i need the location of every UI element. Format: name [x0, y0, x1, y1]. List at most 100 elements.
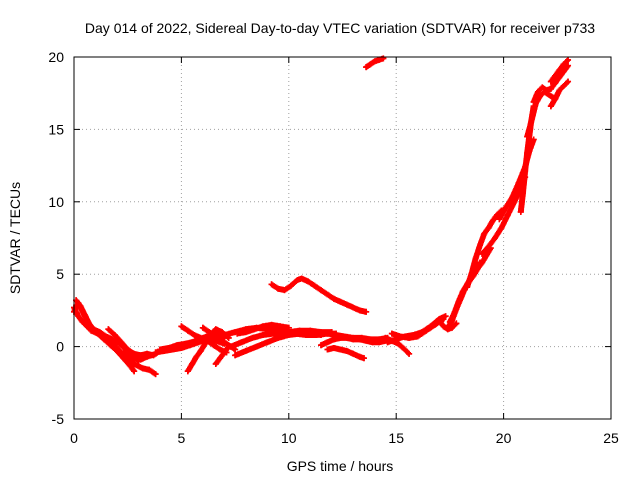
data-point	[221, 349, 228, 356]
data-segment	[232, 330, 325, 359]
data-point	[270, 330, 277, 337]
data-point	[492, 235, 499, 241]
data-point	[464, 284, 471, 291]
data-markers	[324, 345, 367, 362]
data-point	[251, 326, 258, 333]
data-series-sdtvar	[71, 55, 572, 378]
data-point	[197, 334, 204, 341]
data-point	[496, 216, 503, 223]
grid	[74, 57, 611, 419]
data-point	[343, 347, 350, 354]
tick-labels: 0 5 10 15 20 25 -5 0 5 10 15 20	[48, 49, 619, 446]
data-point	[376, 336, 383, 343]
data-point	[337, 346, 344, 353]
data-point	[146, 366, 153, 373]
data-point	[560, 82, 567, 89]
data-point	[307, 330, 314, 337]
data-point	[528, 117, 535, 124]
data-point	[227, 343, 234, 350]
data-point	[113, 347, 120, 354]
data-point	[206, 329, 213, 336]
data-point	[530, 98, 537, 105]
data-point	[318, 287, 325, 294]
data-point	[350, 350, 357, 357]
data-point	[341, 333, 348, 340]
x-axis-label: GPS time / hours	[287, 458, 394, 474]
data-point	[182, 340, 189, 347]
data-point	[264, 339, 271, 346]
data-point	[367, 61, 374, 68]
data-point	[498, 224, 505, 231]
data-segment	[122, 347, 155, 363]
data-point	[77, 303, 84, 310]
data-point	[131, 368, 138, 375]
data-point	[384, 339, 391, 346]
data-point	[105, 326, 112, 333]
data-point	[524, 133, 531, 140]
data-point	[423, 327, 430, 334]
data-point	[202, 340, 209, 347]
data-point	[333, 332, 340, 339]
data-point	[380, 55, 387, 62]
data-point	[210, 342, 217, 349]
data-point	[101, 336, 108, 343]
data-point	[552, 72, 559, 79]
data-point	[81, 311, 88, 318]
data-point	[444, 324, 451, 331]
data-segment	[363, 55, 387, 71]
y-axis-label: SDTVAR / TECUs	[7, 182, 23, 294]
data-point	[189, 360, 196, 367]
data-point	[476, 242, 483, 249]
data-point	[137, 356, 144, 363]
data-point	[524, 149, 531, 156]
x-tick-label: 15	[388, 430, 404, 446]
data-segment	[388, 316, 447, 341]
data-point	[363, 308, 370, 315]
data-point	[406, 350, 413, 357]
data-point	[156, 346, 163, 353]
data-point	[212, 360, 219, 367]
data-point	[275, 285, 282, 292]
data-point	[191, 332, 198, 339]
data-point	[144, 353, 151, 360]
data-point	[565, 78, 572, 85]
data-point	[543, 87, 550, 94]
data-point	[515, 179, 522, 186]
data-point	[305, 278, 312, 285]
data-point	[363, 64, 370, 71]
data-point	[285, 324, 292, 331]
data-point	[296, 330, 303, 337]
data-point	[476, 259, 483, 266]
chart-title: Day 014 of 2022, Sidereal Day-to-day VTE…	[85, 20, 595, 36]
data-point	[401, 346, 408, 353]
data-point	[242, 329, 249, 336]
data-point	[552, 95, 559, 102]
data-point	[131, 360, 138, 367]
data-segment	[324, 345, 367, 362]
data-point	[193, 353, 200, 360]
x-tick-label: 25	[603, 430, 619, 446]
y-tick-label: 15	[48, 121, 64, 137]
data-point	[324, 339, 331, 346]
data-point	[287, 282, 294, 289]
data-point	[294, 276, 301, 283]
data-point	[120, 355, 127, 362]
data-segment	[464, 207, 505, 291]
data-point	[268, 321, 275, 328]
data-point	[131, 355, 138, 362]
data-point	[502, 204, 509, 211]
data-segment	[446, 259, 483, 325]
data-point	[232, 352, 239, 359]
data-point	[139, 365, 146, 372]
y-tick-label: 20	[48, 49, 64, 65]
data-point	[249, 334, 256, 341]
data-point	[242, 347, 249, 354]
x-tick-label: 0	[70, 430, 78, 446]
data-point	[468, 271, 475, 278]
data-markers	[496, 136, 537, 223]
data-segment	[530, 62, 572, 105]
data-point	[556, 87, 563, 94]
y-tick-label: 0	[56, 339, 64, 355]
data-point	[565, 56, 572, 63]
data-point	[75, 313, 82, 320]
